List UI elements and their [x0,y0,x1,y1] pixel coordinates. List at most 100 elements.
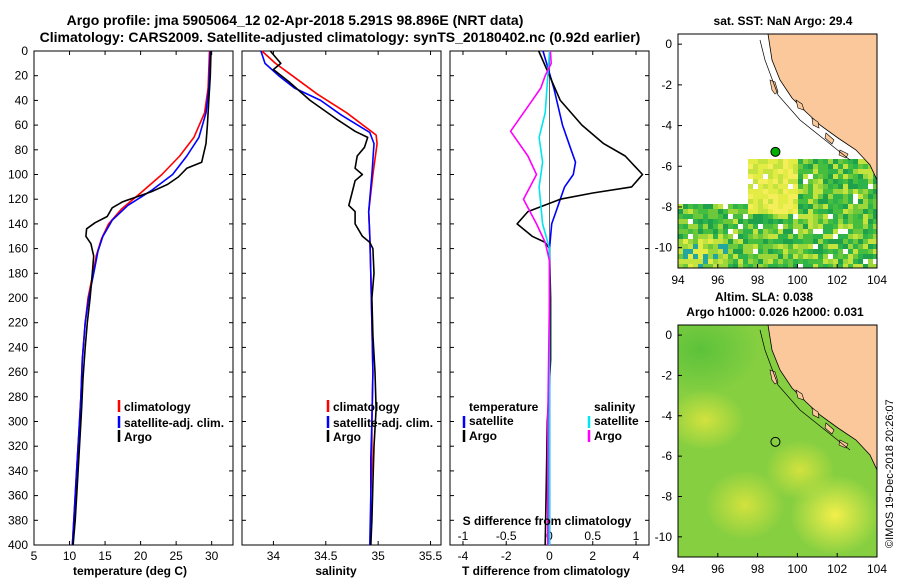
sst-cell [758,204,763,209]
sst-cell [813,234,818,239]
sst-cell [783,174,788,179]
sst-cell [783,184,788,189]
sst-cell [873,214,877,219]
sst-cell [703,214,708,219]
sst-cell [868,234,873,239]
bathymetry-contour [759,329,851,451]
sst-cell [858,209,863,214]
sst-cell [848,264,853,268]
sst-cell [843,199,848,204]
sst-cell [868,194,873,199]
sst-cell [763,254,768,259]
sst-cell [818,199,823,204]
sst-cell [798,194,803,199]
x-tick-label: 34.5 [314,549,338,563]
sst-cell [738,214,743,219]
island-mentawai [824,132,835,145]
sst-cell [813,179,818,184]
depth-tick-label: 220 [8,316,28,330]
sst-cell [748,214,753,219]
sst-cell [773,234,778,239]
legend-label-argo: Argo [124,430,152,444]
sst-cell [803,249,808,254]
sst-cell [738,244,743,249]
sst-cell [698,204,703,209]
sst-cell [848,209,853,214]
sst-cell [758,194,763,199]
sst-cell [733,264,738,268]
depth-tick-label: 360 [8,489,28,503]
depth-tick-label: 400 [8,538,28,552]
sst-cell [713,219,718,224]
sst-cell [843,214,848,219]
sst-cell [818,169,823,174]
sst-cell [818,194,823,199]
sst-cell [863,249,868,254]
sst-cell [873,249,877,254]
sst-cell [733,224,738,229]
sst-cell [803,189,808,194]
sst-cell [773,189,778,194]
sst-cell [863,164,868,169]
legend-label-temperature-argo: Argo [469,429,497,443]
sst-cell [848,179,853,184]
sst-cell [703,234,708,239]
sst-cell [788,164,793,169]
sst-cell [763,209,768,214]
sst-cell [798,169,803,174]
sst-cell [808,239,813,244]
sst-cell [823,209,828,214]
sst-cell [758,264,763,268]
sst-cell [843,184,848,189]
sst-cell [813,199,818,204]
sst-cell [868,239,873,244]
sst-cell [713,209,718,214]
sst-cell [678,219,683,224]
sst-cell [738,239,743,244]
sst-cell [678,249,683,254]
sst-cell [848,199,853,204]
sst-cell [823,224,828,229]
sst-cell [748,249,753,254]
sst-cell [853,164,858,169]
sst-cell [838,259,843,264]
map-x-tick-label: 104 [867,273,887,287]
sst-map-frame [677,33,878,269]
sst-cell [678,214,683,219]
sst-cell [728,254,733,259]
sst-cell [858,219,863,224]
sst-cell [753,214,758,219]
sst-cell [858,229,863,234]
sst-cell [768,239,773,244]
sst-cell [763,169,768,174]
argo-float-marker [770,436,781,447]
sst-cell [773,214,778,219]
sst-cell [833,219,838,224]
sla-field-shade [678,325,760,395]
sst-cell [843,224,848,229]
sst-cell [758,239,763,244]
depth-tick-label: 120 [8,192,28,206]
island-nias [795,99,805,111]
sst-cell [748,199,753,204]
sst-cell [823,204,828,209]
series-line-satellite-adj-clim- [71,50,212,546]
sst-cell [693,229,698,234]
sst-cell [733,214,738,219]
sst-cell [793,264,798,268]
sst-cell [813,184,818,189]
sst-cell [818,264,823,268]
sla-map-title: Altim. SLA: 0.038 [715,290,813,304]
sst-cell [773,179,778,184]
sst-cell [868,219,873,224]
sst-cell [843,179,848,184]
sst-cell [873,264,877,268]
sst-cell [778,189,783,194]
sst-cell [688,244,693,249]
sst-cell [708,214,713,219]
sst-cell [753,189,758,194]
sst-cell [708,234,713,239]
sst-cell [838,179,843,184]
sumatra-land [767,34,877,181]
sst-cell [768,169,773,174]
